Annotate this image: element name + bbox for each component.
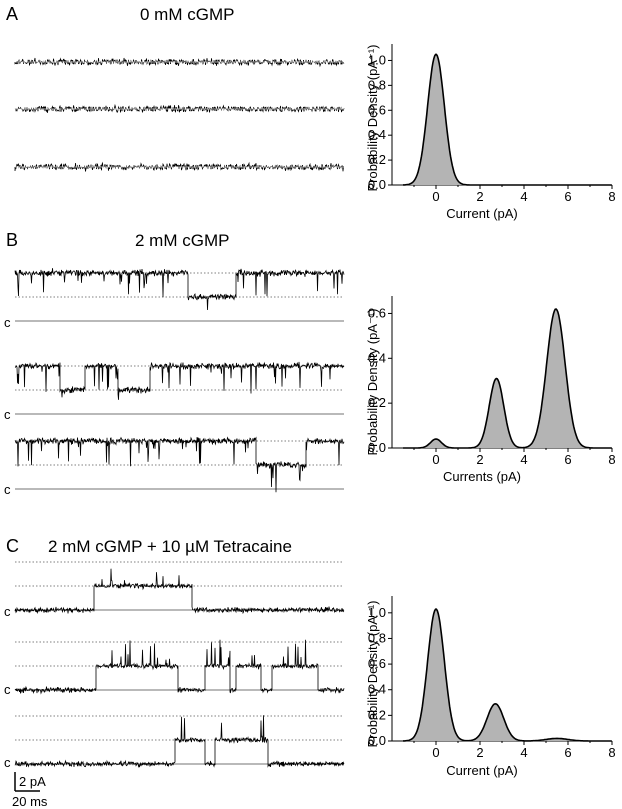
panel-a-letter: A — [6, 4, 18, 24]
panel-b-title: 2 mM cGMP — [135, 231, 229, 250]
panel-b-y-tick-label: 0.6 — [368, 305, 386, 320]
panel-b-y-tick-label: 0.0 — [368, 440, 386, 455]
panel-a-y-tick-label: 0.4 — [368, 127, 386, 142]
scale-bar-current-label: 2 pA — [19, 774, 46, 789]
panel-b-histogram-area — [403, 309, 612, 448]
panel-a-x-tick-label: 2 — [476, 189, 483, 204]
panel-a-x-tick-label: 4 — [520, 189, 527, 204]
panel-a-trace — [14, 103, 345, 113]
panel-b-traces: c c c — [4, 268, 345, 497]
panel-b-x-tick-label: 8 — [608, 452, 615, 467]
panel-a-y-tick-label: 0.0 — [368, 177, 386, 192]
panel-a: A 0 mM cGMP Current (pA) Probability Den… — [6, 4, 616, 221]
panel-b-x-tick-label: 4 — [520, 452, 527, 467]
panel-b-x-tick-label: 6 — [564, 452, 571, 467]
panel-c-trace — [14, 568, 345, 615]
panel-b: B 2 mM cGMP c c c Currents (pA) Probabil… — [4, 230, 616, 497]
panel-c-xlabel: Current (pA) — [446, 763, 518, 778]
panel-b-letter: B — [6, 230, 18, 250]
panel-c-closed-label-3: c — [4, 755, 11, 770]
panel-c-title: 2 mM cGMP + 10 µM Tetracaine — [48, 537, 292, 556]
panel-a-x-tick-label: 0 — [432, 189, 439, 204]
panel-b-x-tick-label: 0 — [432, 452, 439, 467]
panel-a-y-tick-label: 0.8 — [368, 77, 386, 92]
panel-c-x-tick-label: 2 — [476, 745, 483, 760]
panel-c-y-tick-label: 0.6 — [368, 656, 386, 671]
panel-b-closed-label-1: c — [4, 315, 11, 330]
panel-c-histogram-area — [403, 609, 612, 741]
scale-bar-time-label: 20 ms — [12, 794, 48, 809]
panel-c-x-tick-label: 4 — [520, 745, 527, 760]
panel-b-xlabel: Currents (pA) — [443, 469, 521, 484]
panel-c-y-tick-label: 0.4 — [368, 682, 386, 697]
panel-b-ylabel: Probability Density (pA⁻¹) — [365, 308, 380, 455]
panel-b-closed-label-3: c — [4, 482, 11, 497]
panel-b-histogram: Currents (pA) Probability Density (pA⁻¹)… — [365, 296, 616, 484]
panel-b-trace — [14, 361, 345, 400]
panel-a-title: 0 mM cGMP — [140, 5, 234, 24]
panel-c-trace — [14, 639, 345, 695]
panel-c-x-tick-label: 8 — [608, 745, 615, 760]
panel-a-histogram: Current (pA) Probability Density (pA⁻¹) … — [365, 44, 616, 221]
panel-a-x-tick-label: 6 — [564, 189, 571, 204]
panel-c-histogram: Current (pA) Probability Density (pA⁻¹) … — [365, 596, 616, 778]
panel-c-trace — [14, 715, 345, 769]
panel-a-fit-curve — [403, 53, 612, 186]
panel-c-fit-curve — [403, 608, 612, 742]
panel-c-y-tick-label: 0.2 — [368, 707, 386, 722]
panel-a-y-tick-label: 0.6 — [368, 102, 386, 117]
panel-a-y-tick-label: 0.2 — [368, 152, 386, 167]
panel-c-y-tick-label: 0.8 — [368, 630, 386, 645]
panel-c-closed-label-2: c — [4, 682, 11, 697]
panel-a-x-tick-label: 8 — [608, 189, 615, 204]
panel-c-y-tick-label: 1.0 — [368, 605, 386, 620]
panel-c-ylabel: Probability Density (pA⁻¹) — [365, 600, 380, 747]
panel-b-y-tick-label: 0.2 — [368, 395, 386, 410]
panel-a-xlabel: Current (pA) — [446, 206, 518, 221]
panel-b-trace — [14, 268, 345, 311]
panel-c: C 2 mM cGMP + 10 µM Tetracaine c c c Cur… — [4, 536, 616, 778]
panel-c-traces: c c c — [4, 561, 345, 770]
panel-b-x-tick-label: 2 — [476, 452, 483, 467]
panel-c-closed-label-1: c — [4, 604, 11, 619]
panel-a-traces — [14, 57, 345, 172]
panel-a-ylabel: Probability Density (pA⁻¹) — [365, 44, 380, 191]
panel-c-x-tick-label: 6 — [564, 745, 571, 760]
panel-a-histogram-area — [403, 54, 612, 186]
scale-bar: 2 pA 20 ms — [12, 772, 48, 809]
panel-c-y-tick-label: 0.0 — [368, 733, 386, 748]
panel-c-letter: C — [6, 536, 19, 556]
panel-c-x-tick-label: 0 — [432, 745, 439, 760]
panel-b-fit-curve — [403, 308, 612, 449]
panel-b-closed-label-2: c — [4, 407, 11, 422]
panel-b-trace — [14, 436, 345, 493]
panel-b-y-tick-label: 0.4 — [368, 350, 386, 365]
panel-a-y-tick-label: 1.0 — [368, 52, 386, 67]
